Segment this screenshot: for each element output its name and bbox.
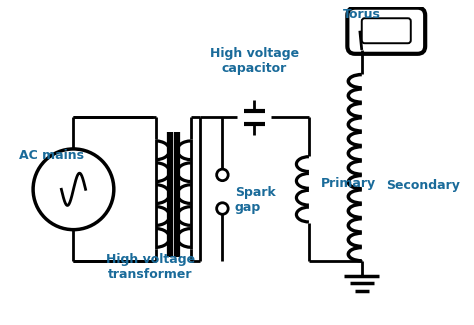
Text: Primary: Primary xyxy=(320,177,375,190)
FancyBboxPatch shape xyxy=(362,18,411,43)
Text: Secondary: Secondary xyxy=(386,179,460,192)
Text: Torus: Torus xyxy=(343,8,381,21)
Text: Spark
gap: Spark gap xyxy=(235,187,276,214)
Text: High voltage
transformer: High voltage transformer xyxy=(106,253,195,281)
Text: High voltage
capacitor: High voltage capacitor xyxy=(210,47,299,75)
Text: AC mains: AC mains xyxy=(18,149,84,162)
